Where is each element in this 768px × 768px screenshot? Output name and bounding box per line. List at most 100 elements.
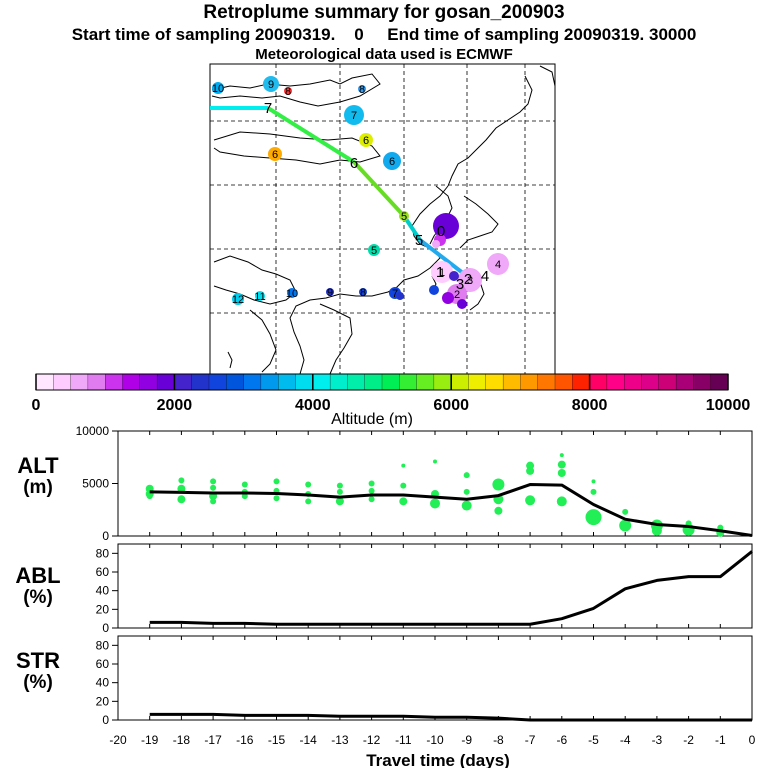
colorbar-cell xyxy=(381,373,400,391)
colorbar-cell xyxy=(693,373,712,391)
colorbar-cell xyxy=(641,373,660,391)
colorbar-cell xyxy=(208,373,227,391)
altitude-point xyxy=(400,482,407,489)
colorbar-cell xyxy=(329,373,348,391)
altitude-point xyxy=(494,506,503,515)
plume-marker-label: 8 xyxy=(285,86,291,98)
str-line xyxy=(149,712,752,722)
colorbar-cell xyxy=(87,373,106,391)
colorbar-cell xyxy=(502,373,521,391)
altitude-point xyxy=(210,498,217,505)
altitude-point xyxy=(146,493,153,500)
altitude-point xyxy=(241,493,248,500)
colorbar-cell xyxy=(139,373,158,391)
x-tick-label: -6 xyxy=(556,733,567,747)
x-axis-label: Travel time (days) xyxy=(366,751,510,768)
plume-marker xyxy=(449,271,459,281)
altitude-point xyxy=(433,459,437,464)
altitude-point xyxy=(619,519,632,532)
str-axis-label-line2: (%) xyxy=(23,672,53,693)
plume-marker xyxy=(458,268,482,292)
x-tick-label: -14 xyxy=(300,733,318,747)
plume-marker-label: 4 xyxy=(495,259,501,271)
altitude-point xyxy=(651,525,662,536)
plume-marker-label: 6 xyxy=(272,149,278,161)
altitude-point xyxy=(525,495,536,506)
trajectory-day-label: 7 xyxy=(264,100,272,117)
plume-marker xyxy=(268,147,282,161)
alt-axis-label-line1: ALT xyxy=(17,453,59,478)
colorbar-cell xyxy=(433,373,452,391)
altitude-point xyxy=(557,469,566,477)
plume-marker xyxy=(359,288,367,296)
x-tick-label: -13 xyxy=(331,733,349,747)
altitude-point xyxy=(557,460,566,469)
colorbar-cell xyxy=(156,373,175,391)
altitude-point xyxy=(492,478,505,491)
plume-marker-label: 6 xyxy=(363,135,369,147)
plume-marker xyxy=(358,85,366,93)
altitude-point xyxy=(526,466,535,475)
sampling-time-subtitle: Start time of sampling 20090319. 0 End t… xyxy=(71,25,697,44)
altitude-point xyxy=(177,484,186,493)
y-tick-label: 60 xyxy=(96,565,110,579)
plume-marker xyxy=(431,261,453,283)
plume-marker xyxy=(396,292,404,300)
plume-marker xyxy=(263,76,279,92)
trajectory-day-label: 5 xyxy=(415,232,423,249)
trajectory-day-label: 0 xyxy=(437,223,445,240)
str-axis-label-line1: STR xyxy=(16,648,60,673)
altitude-point xyxy=(463,488,470,495)
plume-marker-label: 10 xyxy=(286,288,298,300)
altitude-point xyxy=(305,498,312,505)
x-tick-label: -16 xyxy=(236,733,254,747)
y-tick-label: 5000 xyxy=(82,477,109,491)
y-tick-label: 10000 xyxy=(76,424,110,438)
str-axis-label: STR (%) xyxy=(8,650,68,694)
altitude-point xyxy=(591,479,596,484)
colorbar-cell xyxy=(122,373,141,391)
altitude-point xyxy=(556,496,567,507)
plume-marker xyxy=(368,244,380,256)
plume-marker-label: 8 xyxy=(359,84,365,96)
colorbar-cell xyxy=(606,373,625,391)
meteorological-data-line: Meteorological data used is ECMWF xyxy=(255,46,513,63)
abl-axis-label-line2: (%) xyxy=(23,587,53,608)
colorbar-cell xyxy=(312,373,331,391)
colorbar-cell xyxy=(364,373,383,391)
colorbar-cell xyxy=(416,373,435,391)
colorbar-cell xyxy=(451,373,469,391)
colorbar-cell xyxy=(710,373,729,391)
altitude-point xyxy=(336,488,343,495)
colorbar-cell xyxy=(554,373,573,391)
trajectory-path xyxy=(210,106,474,282)
trajectory-day-label: 3 xyxy=(456,276,464,293)
plume-marker-label: 5 xyxy=(371,245,377,257)
x-tick-label: -20 xyxy=(109,733,127,747)
x-tick-label: -4 xyxy=(620,733,631,747)
plume-marker xyxy=(457,299,467,309)
map-frame xyxy=(209,63,556,375)
x-tick-label: -10 xyxy=(426,733,444,747)
str-panel: 0 20 40 60 80 xyxy=(96,635,753,727)
colorbar-cell xyxy=(520,373,539,391)
x-tick-label: -17 xyxy=(204,733,222,747)
colorbar-label: Altitude (m) xyxy=(331,411,413,428)
colorbar-tick-label: 0 xyxy=(32,397,41,414)
altitude-point xyxy=(368,496,375,503)
abl-panel: 0 20 40 60 80 xyxy=(96,543,753,635)
x-tick-label: -12 xyxy=(363,733,381,747)
figure-title: Retroplume summary for gosan_200903 xyxy=(203,2,565,23)
alt-axis-label: ALT (m) xyxy=(8,455,68,499)
x-tick-label: -5 xyxy=(588,733,599,747)
altitude-point xyxy=(585,509,602,526)
altitude-point xyxy=(401,463,406,468)
plume-marker xyxy=(359,133,373,147)
colorbar-cell xyxy=(468,373,487,391)
colorbar-cell xyxy=(675,373,694,391)
altitude-point xyxy=(461,500,472,511)
plume-marker xyxy=(255,291,265,301)
